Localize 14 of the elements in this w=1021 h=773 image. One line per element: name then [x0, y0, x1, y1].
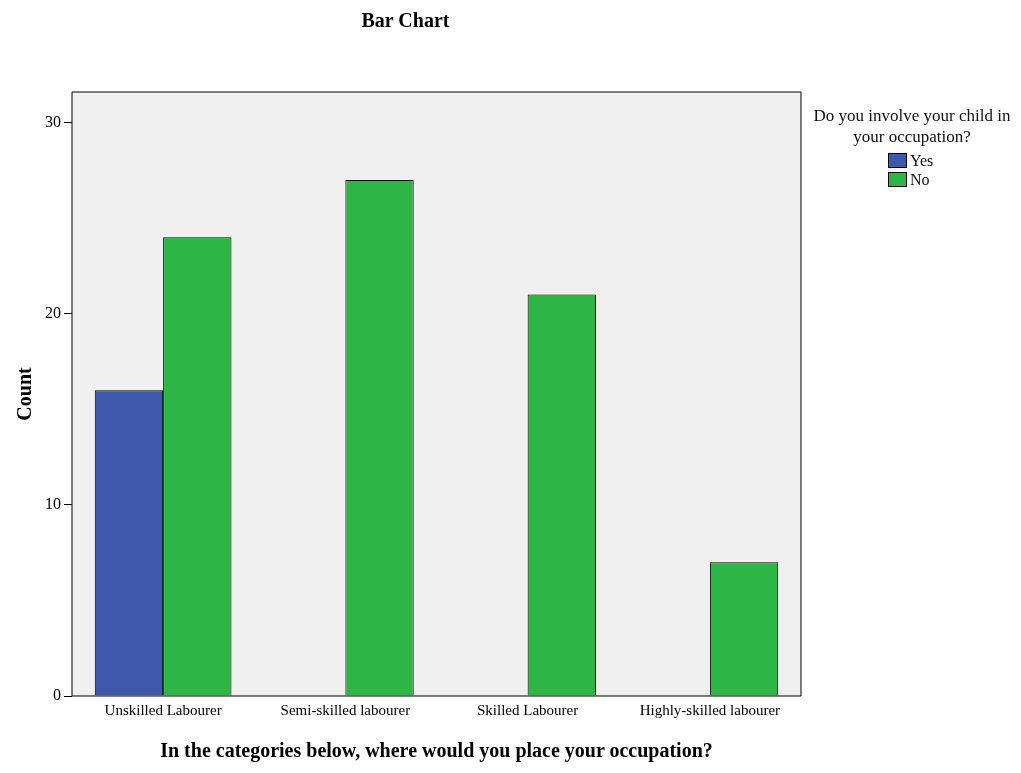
y-tick-label: 0: [53, 686, 61, 704]
legend-label: Yes: [910, 151, 934, 170]
legend-label: No: [910, 170, 930, 189]
y-tick-label: 10: [45, 495, 61, 513]
chart-title: Bar Chart: [361, 9, 450, 32]
legend-title: Do you involve your child in your occupation?: [812, 105, 1012, 147]
y-tick-label: 20: [45, 303, 61, 321]
y-axis-title: Count: [13, 366, 36, 421]
x-axis-title: In the categories below, where would you place your occupation?: [160, 739, 713, 763]
y-tick-label: 30: [45, 112, 61, 130]
x-tick-label: Skilled Labourer: [477, 701, 579, 718]
x-tick-label: Semi-skilled labourer: [280, 701, 411, 718]
x-tick-label: Highly-skilled labourer: [639, 701, 781, 718]
x-tick-label: Unskilled Labourer: [104, 701, 222, 718]
